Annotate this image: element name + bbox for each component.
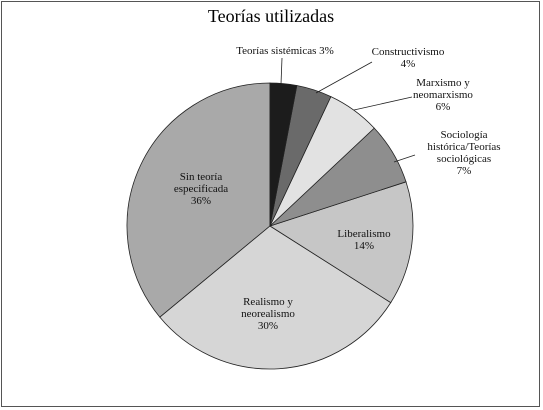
pie-slice xyxy=(269,82,298,227)
category-label: Realismo y neorealismo xyxy=(241,296,295,320)
slice-label: Marxismo y neomarxismo 6% xyxy=(405,77,481,113)
category-label: Liberalismo xyxy=(337,228,391,240)
category-label: Sin teoría especificada xyxy=(173,171,229,195)
slice-label: Liberalismo 14% xyxy=(325,228,403,252)
category-label: Constructivismo xyxy=(371,46,445,58)
category-label: Sociología histórica/Teorías sociológica… xyxy=(427,129,501,165)
value-label: 36% xyxy=(190,195,212,207)
slice-label: Teorías sistémicas 3% xyxy=(225,45,345,57)
leader-line xyxy=(280,57,283,85)
value-label: 3% xyxy=(319,45,334,57)
slice-label: Sin teoría especificada 36% xyxy=(160,171,242,207)
leader-line xyxy=(353,96,413,111)
pie-slice xyxy=(269,181,414,304)
category-label: Teorías sistémicas xyxy=(236,45,317,57)
chart-title: Teorías utilizadas xyxy=(208,6,334,26)
slice-label: Constructivismo 4% xyxy=(368,46,448,70)
value-label: 7% xyxy=(456,165,472,177)
value-label: 4% xyxy=(400,58,416,70)
pie-slice xyxy=(126,82,271,318)
category-label: Marxismo y neomarxismo xyxy=(413,77,473,101)
leader-line xyxy=(315,61,373,94)
slice-label: Realismo y neorealismo 30% xyxy=(222,296,314,332)
leader-lines xyxy=(280,57,416,163)
value-label: 6% xyxy=(435,101,451,113)
leader-line xyxy=(393,154,416,163)
value-label: 30% xyxy=(257,320,279,332)
value-label: 14% xyxy=(353,240,375,252)
pie-slice xyxy=(159,225,392,370)
slice-label: Sociología histórica/Teorías sociológica… xyxy=(418,129,510,177)
